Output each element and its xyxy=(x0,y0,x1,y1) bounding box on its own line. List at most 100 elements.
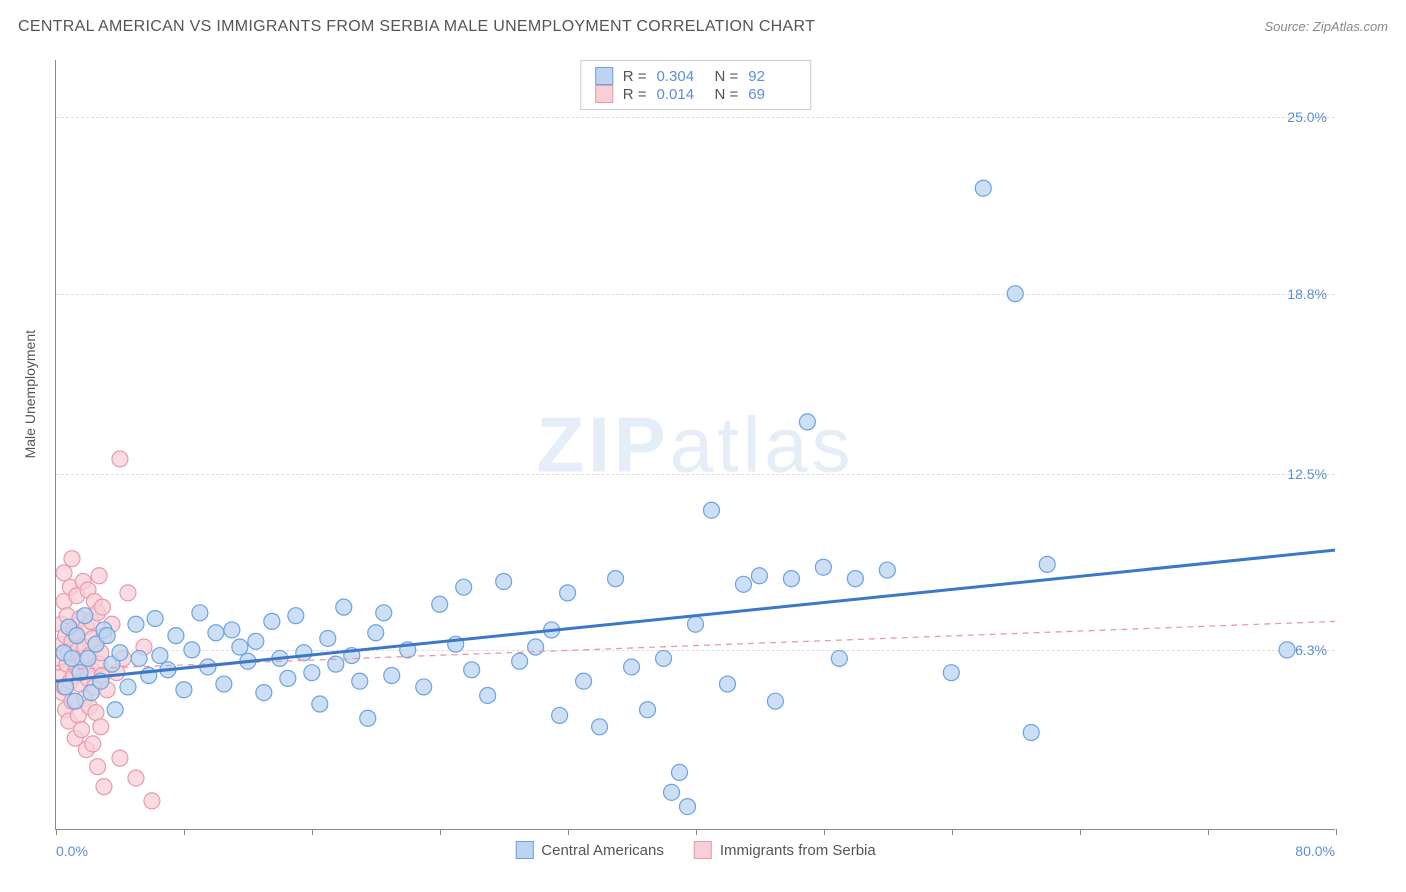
data-point xyxy=(552,707,568,723)
data-point xyxy=(703,502,719,518)
x-tick xyxy=(312,829,313,835)
data-point xyxy=(168,628,184,644)
data-point xyxy=(77,608,93,624)
swatch-series-1 xyxy=(595,85,613,103)
data-point xyxy=(304,665,320,681)
plot-svg xyxy=(56,60,1335,829)
x-tick xyxy=(824,829,825,835)
source-label: Source: ZipAtlas.com xyxy=(1264,19,1388,34)
data-point xyxy=(107,702,123,718)
data-point xyxy=(288,608,304,624)
data-point xyxy=(360,710,376,726)
data-point xyxy=(152,648,168,664)
data-point xyxy=(91,568,107,584)
bottom-legend: Central Americans Immigrants from Serbia xyxy=(515,841,875,859)
data-point xyxy=(432,596,448,612)
data-point xyxy=(384,668,400,684)
x-tick xyxy=(1080,829,1081,835)
data-point xyxy=(783,571,799,587)
data-point xyxy=(93,719,109,735)
data-point xyxy=(831,650,847,666)
data-point xyxy=(96,779,112,795)
data-point xyxy=(751,568,767,584)
chart-area: ZIPatlas 6.3%12.5%18.8%25.0% 0.0% 80.0% … xyxy=(55,60,1335,830)
data-point xyxy=(312,696,328,712)
trend-line xyxy=(56,550,1335,681)
data-point xyxy=(208,625,224,641)
data-point xyxy=(131,650,147,666)
data-point xyxy=(656,650,672,666)
legend-label-1: Immigrants from Serbia xyxy=(720,842,876,859)
data-point xyxy=(144,793,160,809)
data-point xyxy=(352,673,368,689)
data-point xyxy=(80,650,96,666)
data-point xyxy=(99,628,115,644)
data-point xyxy=(815,559,831,575)
data-point xyxy=(328,656,344,672)
legend-item-0: Central Americans xyxy=(515,841,664,859)
y-tick-label: 12.5% xyxy=(1287,466,1327,482)
data-point xyxy=(1023,725,1039,741)
data-point xyxy=(88,705,104,721)
data-point xyxy=(85,736,101,752)
data-point xyxy=(879,562,895,578)
data-point xyxy=(528,639,544,655)
data-point xyxy=(1279,642,1295,658)
chart-title: CENTRAL AMERICAN VS IMMIGRANTS FROM SERB… xyxy=(18,18,815,36)
data-point xyxy=(735,576,751,592)
data-point xyxy=(847,571,863,587)
data-point xyxy=(112,451,128,467)
data-point xyxy=(147,611,163,627)
data-point xyxy=(120,585,136,601)
data-point xyxy=(767,693,783,709)
legend-label-0: Central Americans xyxy=(541,842,664,859)
data-point xyxy=(664,784,680,800)
x-tick xyxy=(568,829,569,835)
x-tick xyxy=(1208,829,1209,835)
data-point xyxy=(176,682,192,698)
data-point xyxy=(512,653,528,669)
data-point xyxy=(69,628,85,644)
data-point xyxy=(280,670,296,686)
data-point xyxy=(592,719,608,735)
data-point xyxy=(112,645,128,661)
data-point xyxy=(368,625,384,641)
x-tick xyxy=(184,829,185,835)
data-point xyxy=(224,622,240,638)
data-point xyxy=(719,676,735,692)
data-point xyxy=(624,659,640,675)
y-axis-label: Male Unemployment xyxy=(22,330,38,458)
data-point xyxy=(94,599,110,615)
x-max-label: 80.0% xyxy=(1295,843,1335,859)
data-point xyxy=(1007,286,1023,302)
data-point xyxy=(192,605,208,621)
stats-legend: R = 0.304 N = 92 R = 0.014 N = 69 xyxy=(580,60,812,110)
data-point xyxy=(799,414,815,430)
x-tick xyxy=(696,829,697,835)
swatch-bottom-0 xyxy=(515,841,533,859)
data-point xyxy=(640,702,656,718)
data-point xyxy=(687,616,703,632)
data-point xyxy=(456,579,472,595)
data-point xyxy=(128,616,144,632)
data-point xyxy=(560,585,576,601)
n-value-0: 92 xyxy=(748,68,796,85)
x-tick xyxy=(56,829,57,835)
data-point xyxy=(74,722,90,738)
x-tick xyxy=(440,829,441,835)
y-tick-label: 6.3% xyxy=(1295,642,1327,658)
data-point xyxy=(496,573,512,589)
data-point xyxy=(184,642,200,658)
x-tick xyxy=(1336,829,1337,835)
legend-item-1: Immigrants from Serbia xyxy=(694,841,876,859)
y-tick-label: 18.8% xyxy=(1287,286,1327,302)
data-point xyxy=(256,685,272,701)
data-point xyxy=(296,645,312,661)
legend-row-series-0: R = 0.304 N = 92 xyxy=(595,67,797,85)
data-point xyxy=(943,665,959,681)
data-point xyxy=(416,679,432,695)
data-point xyxy=(248,633,264,649)
swatch-bottom-1 xyxy=(694,841,712,859)
r-value-0: 0.304 xyxy=(657,68,705,85)
x-tick xyxy=(952,829,953,835)
